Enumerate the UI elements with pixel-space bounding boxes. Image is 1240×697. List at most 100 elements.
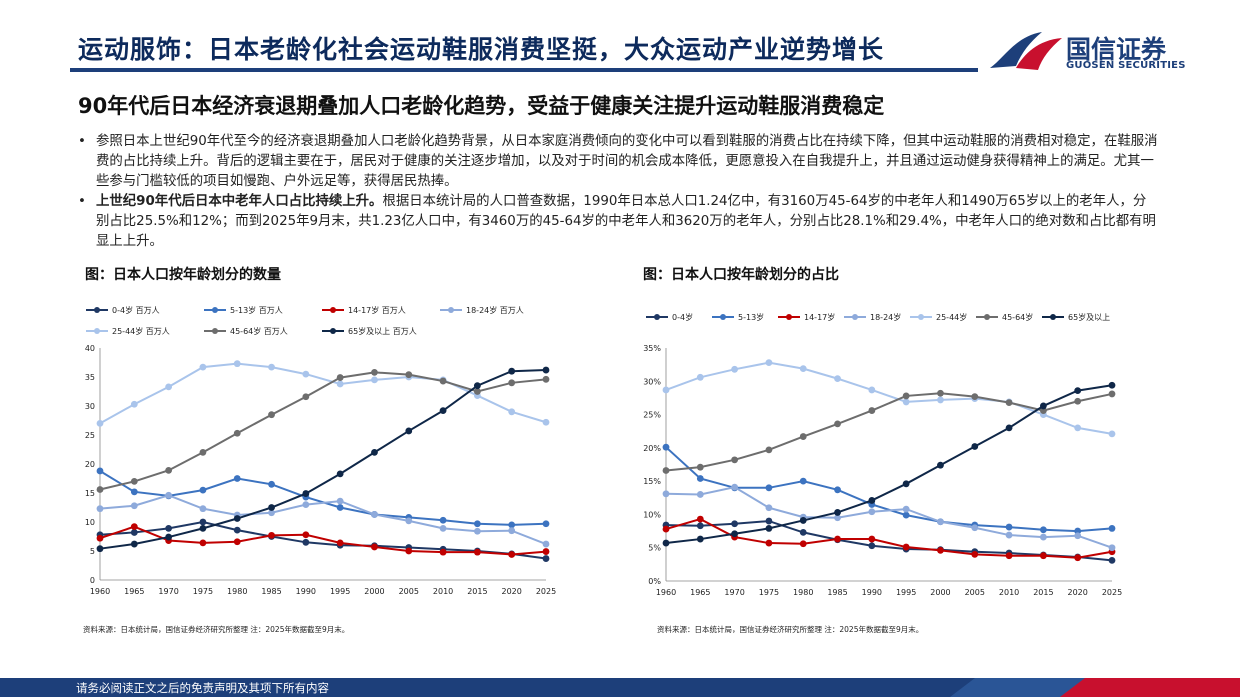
right-chart-title: 图：日本人口按年龄划分的占比 — [643, 267, 839, 283]
data-point — [868, 535, 876, 543]
x-tick-label: 2010 — [999, 588, 1019, 597]
data-point — [765, 539, 773, 547]
legend-label: 45-64岁 百万人 — [230, 326, 288, 336]
x-tick-label: 2015 — [467, 587, 487, 596]
left-chart-source: 资料来源：日本统计局，国信证券经济研究所整理 注：2025年数据截至9月末。 — [83, 625, 350, 634]
series-line — [99, 362, 547, 425]
data-point — [799, 477, 807, 485]
x-tick-label: 2020 — [502, 587, 522, 596]
population-share-chart: 0-4岁 5-13岁 14-17岁 18-24岁 25-44岁 45-64岁 65岁及以上 0… — [640, 300, 1140, 610]
y-tick-label: 0 — [90, 576, 95, 585]
data-point — [165, 383, 173, 391]
data-point — [199, 505, 207, 513]
data-point — [1074, 527, 1082, 535]
slide-subtitle: 90年代后日本经济衰退期叠加人口老龄化趋势，受益于健康关注提升运动鞋服消费稳定 — [78, 94, 885, 118]
data-point — [302, 538, 310, 546]
population-count-chart: 0-4岁 百万人 5-13岁 百万人 14-17岁 百万人 18-24岁 百万人 25-… — [70, 296, 570, 610]
x-tick-label: 2000 — [364, 587, 384, 596]
data-point — [1108, 381, 1116, 389]
x-tick-label: 1985 — [827, 588, 847, 597]
x-tick-label: 2005 — [399, 587, 419, 596]
data-point — [1005, 552, 1013, 560]
data-point — [937, 461, 944, 469]
y-tick-label: 10 — [85, 518, 95, 527]
legend-label: 18-24岁 — [870, 312, 901, 322]
x-tick-label: 2000 — [930, 588, 950, 597]
data-point — [542, 548, 550, 555]
data-point — [199, 486, 207, 494]
data-point — [508, 551, 516, 558]
data-point — [233, 360, 241, 368]
data-point — [868, 497, 876, 504]
data-point — [902, 511, 910, 519]
data-point — [473, 382, 481, 390]
data-point — [199, 524, 207, 532]
data-point — [302, 490, 310, 497]
data-point — [371, 511, 378, 518]
data-point — [696, 463, 704, 471]
legend-marker — [1050, 314, 1056, 320]
data-point — [765, 525, 773, 532]
data-point — [130, 478, 138, 485]
legend-marker — [720, 314, 726, 320]
data-point — [371, 368, 378, 376]
series-line — [665, 361, 1113, 435]
data-point — [662, 539, 670, 547]
data-point — [130, 523, 138, 531]
data-point — [96, 467, 104, 475]
data-point — [165, 491, 173, 499]
legend-label: 0-4岁 — [672, 312, 693, 322]
page-header-title: 运动服饰：日本老龄化社会运动鞋服消费坚挺，大众运动产业逆势增长 — [78, 35, 885, 64]
series-line — [99, 525, 547, 556]
x-tick-label: 1980 — [227, 587, 247, 596]
data-point — [268, 531, 275, 539]
data-point — [696, 475, 704, 482]
x-tick-label: 2025 — [1102, 588, 1122, 597]
data-point — [1108, 430, 1116, 438]
data-point — [902, 505, 910, 513]
data-point — [508, 379, 516, 387]
y-tick-label: 25% — [643, 411, 661, 420]
population-share-chart-svg: 0-4岁 5-13岁 14-17岁 18-24岁 25-44岁 45-64岁 65岁及以上 0… — [643, 312, 1122, 597]
data-point — [302, 393, 310, 401]
data-point — [130, 400, 138, 408]
data-point — [371, 376, 378, 384]
data-point — [508, 367, 516, 375]
series-line — [665, 486, 1113, 549]
data-point — [662, 467, 670, 474]
data-point — [336, 497, 344, 505]
bullet-paragraph-2: • 上世纪90年代后日本中老年人口占比持续上升。根据日本统计局的人口普查数据，1… — [78, 192, 1158, 251]
x-tick-label: 1990 — [296, 587, 316, 596]
y-tick-label: 20 — [85, 460, 95, 469]
series-line — [665, 384, 1113, 545]
data-point — [233, 538, 241, 546]
guosen-logo: 国信证券 GUOSEN SECURITIES — [986, 28, 1186, 74]
left-chart-title: 图：日本人口按年龄划分的数量 — [85, 267, 281, 283]
data-point — [130, 488, 138, 496]
x-tick-label: 1975 — [759, 588, 779, 597]
footer-disclaimer: 请务必阅读正文之后的免责声明及其项下所有内容 — [76, 681, 329, 695]
data-point — [199, 363, 207, 371]
legend-marker — [94, 328, 100, 334]
x-tick-label: 1960 — [656, 588, 676, 597]
data-point — [731, 530, 739, 538]
data-point — [1039, 407, 1047, 414]
logo-english-name: GUOSEN SECURITIES — [1066, 60, 1186, 71]
x-tick-label: 2020 — [1068, 588, 1088, 597]
data-point — [937, 396, 944, 404]
data-point — [765, 517, 773, 525]
data-point — [731, 365, 739, 373]
y-tick-label: 25 — [85, 431, 95, 440]
data-point — [696, 515, 704, 523]
data-point — [662, 490, 670, 498]
bullet-1-text: 参照日本上世纪90年代至今的经济衰退期叠加人口老龄化趋势背景，从日本家庭消费倾向… — [96, 134, 1158, 189]
x-tick-label: 1965 — [124, 587, 144, 596]
data-point — [336, 380, 344, 388]
data-point — [405, 517, 413, 525]
data-point — [302, 501, 310, 508]
data-point — [165, 533, 173, 541]
data-point — [199, 539, 207, 547]
data-point — [336, 539, 344, 547]
data-point — [937, 546, 944, 554]
x-tick-label: 1970 — [724, 588, 744, 597]
